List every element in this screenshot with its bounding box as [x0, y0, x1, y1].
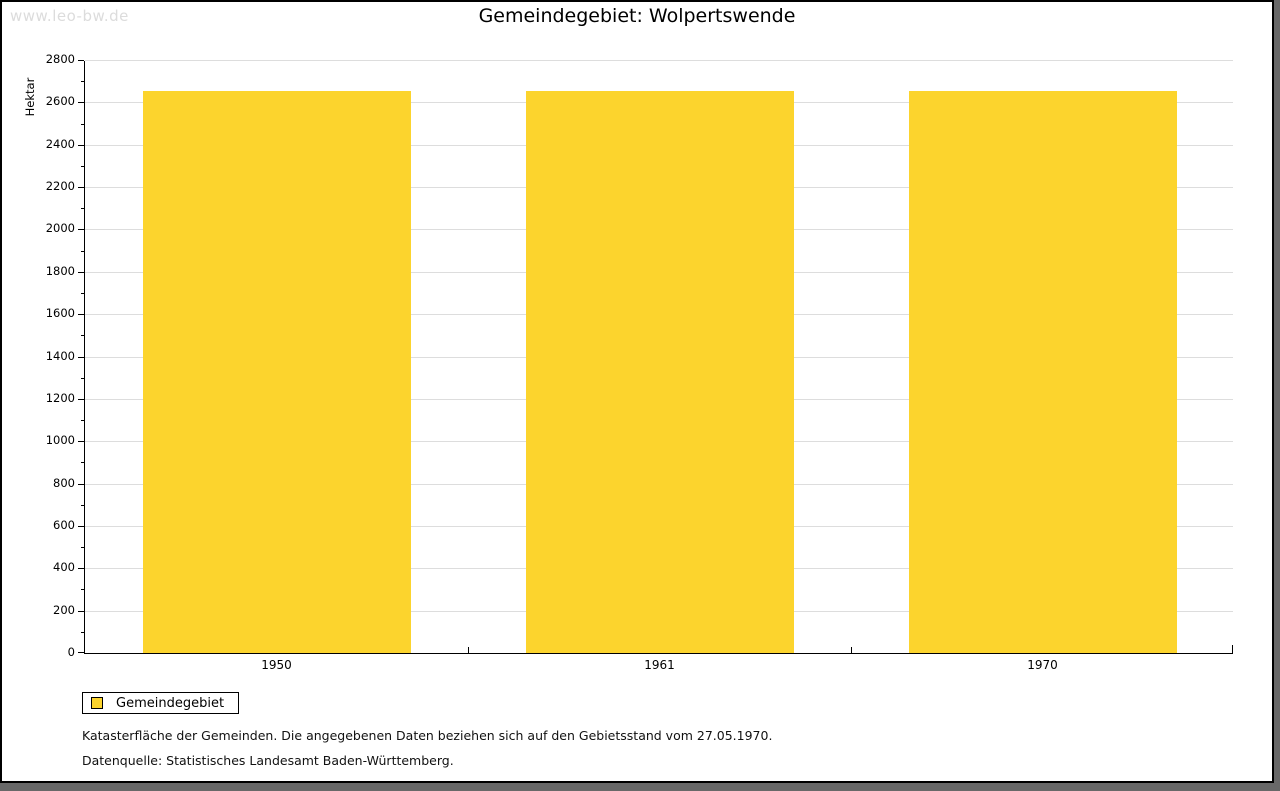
y-axis-tick: [78, 60, 84, 61]
y-axis-tick: [78, 314, 84, 316]
y-axis-tick-label: 1400: [45, 348, 75, 363]
legend-label: Gemeindegebiet: [116, 695, 225, 711]
y-axis-tick-label: 2200: [45, 179, 75, 194]
bar-1950: [142, 90, 411, 653]
bar-1961: [525, 90, 794, 653]
y-axis-minor-tick: [81, 589, 84, 591]
legend-box: Gemeindegebiet: [82, 692, 240, 714]
y-axis-tick-label: 2600: [45, 94, 75, 109]
x-axis-tick: [851, 647, 852, 653]
y-axis-tick-label: 1800: [45, 263, 75, 278]
y-axis-minor-tick: [81, 123, 84, 125]
y-axis-tick-label: 1600: [45, 306, 75, 321]
y-axis-tick: [78, 398, 84, 400]
y-axis-tick: [78, 610, 84, 612]
y-axis-tick-label: 200: [53, 602, 75, 617]
bar-1970: [908, 90, 1177, 653]
y-axis-tick: [78, 441, 84, 443]
y-axis-tick: [78, 356, 84, 358]
y-axis-tick: [78, 187, 84, 189]
y-axis-minor-tick: [81, 377, 84, 379]
y-axis-tick-label: 400: [53, 560, 75, 575]
x-axis-label-1961: 1961: [644, 658, 675, 672]
y-axis-tick: [78, 568, 84, 570]
y-axis-minor-tick: [81, 335, 84, 337]
y-axis-tick: [78, 483, 84, 485]
y-axis-minor-tick: [81, 292, 84, 294]
y-axis-minor-tick: [81, 631, 84, 633]
y-axis-tick: [78, 102, 84, 104]
y-axis-tick-label: 2000: [45, 221, 75, 236]
x-axis-label-1970: 1970: [1027, 658, 1058, 672]
y-axis-tick: [78, 144, 84, 146]
y-axis-tick: [78, 652, 84, 653]
x-axis-label-1950: 1950: [261, 658, 292, 672]
y-axis-tick-label: 600: [53, 517, 75, 532]
watermark: www.leo-bw.de: [10, 7, 129, 25]
y-axis-minor-tick: [81, 420, 84, 422]
chart-title: Gemeindegebiet: Wolpertswende: [478, 5, 796, 27]
y-axis-tick: [78, 525, 84, 527]
y-axis-tick-label: 1200: [45, 390, 75, 405]
y-axis-tick-label: 800: [53, 475, 75, 490]
x-axis-end-tick: [1232, 645, 1233, 653]
y-axis-minor-tick: [81, 547, 84, 549]
y-axis-tick: [78, 271, 84, 273]
y-axis-tick-label: 2800: [45, 52, 75, 66]
y-axis-minor-tick: [81, 208, 84, 210]
footnote-data-source: Datenquelle: Statistisches Landesamt Bad…: [82, 753, 454, 768]
y-axis-tick-label: 0: [67, 645, 75, 659]
plot-area: 0 200 400 600 800 1000 1200 1400 1600 1800 2000 220…: [46, 53, 1233, 672]
y-axis-minor-tick: [81, 462, 84, 464]
footnote-source-note: Katasterfläche der Gemeinden. Die angege…: [82, 728, 773, 743]
y-axis-minor-tick: [81, 81, 84, 83]
y-axis-minor-tick: [81, 165, 84, 167]
y-axis-tick: [78, 229, 84, 231]
y-axis-tick-label: 2400: [45, 136, 75, 151]
y-axis-minor-tick: [81, 504, 84, 506]
x-axis-tick: [468, 647, 469, 653]
y-axis-tick-label: 1000: [45, 433, 75, 448]
y-axis-minor-tick: [81, 250, 84, 252]
legend-swatch-icon: [91, 697, 103, 709]
y-gridline: [85, 60, 1233, 61]
